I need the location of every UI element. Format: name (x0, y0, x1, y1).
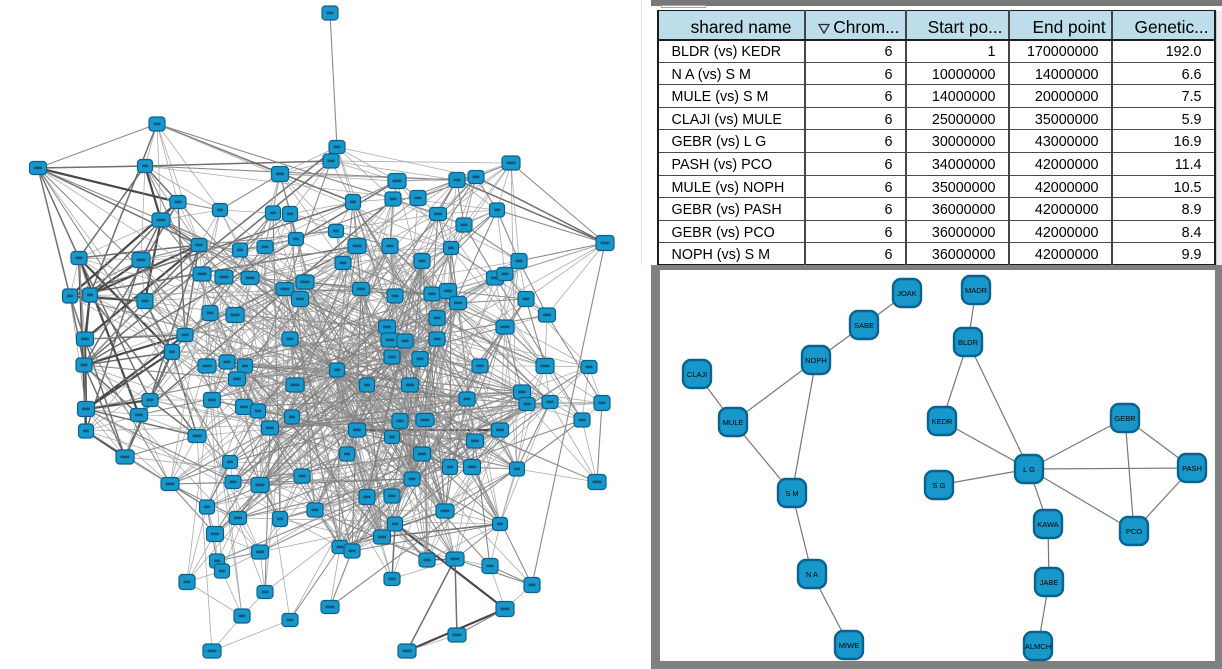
svg-text:NOPH: NOPH (805, 356, 827, 365)
svg-text:CLAJI: CLAJI (687, 370, 707, 379)
svg-text:MADR: MADR (965, 286, 988, 295)
svg-text:MULE: MULE (723, 418, 744, 427)
svg-text:S G: S G (933, 481, 946, 490)
svg-text:JOAK: JOAK (897, 289, 917, 298)
svg-text:KEDR: KEDR (932, 417, 953, 426)
svg-text:S M: S M (785, 489, 798, 498)
svg-text:BLDR: BLDR (958, 338, 979, 347)
svg-text:JABE: JABE (1040, 578, 1059, 587)
svg-text:KAWA: KAWA (1037, 520, 1059, 529)
svg-text:MIWE: MIWE (839, 641, 859, 650)
svg-text:L G: L G (1023, 465, 1035, 474)
svg-text:ALMCH: ALMCH (1025, 642, 1051, 651)
svg-text:GEBR: GEBR (1114, 414, 1136, 423)
svg-text:N A: N A (806, 570, 818, 579)
svg-text:PASH: PASH (1182, 464, 1202, 473)
svg-text:SABE: SABE (854, 321, 874, 330)
svg-text:PCO: PCO (1126, 527, 1142, 536)
